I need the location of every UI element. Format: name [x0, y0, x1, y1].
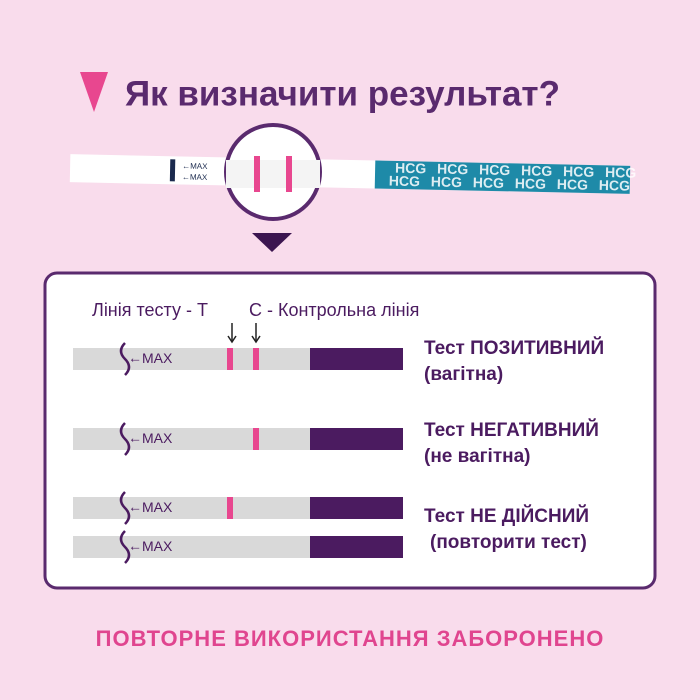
- legend-control: C - Контрольна лінія: [249, 300, 419, 320]
- strip-max: ←MAX: [182, 173, 208, 183]
- result-note: (не вагітна): [424, 446, 531, 467]
- strip-brand: HCG: [521, 162, 553, 179]
- strip-brand: HCG: [557, 176, 589, 193]
- strip-brand: HCG: [563, 163, 595, 180]
- strip-gray: [73, 348, 310, 370]
- strip-brand: HCG: [515, 175, 547, 192]
- result-note: (повторити тест): [430, 532, 587, 553]
- magnified-line: [286, 156, 292, 192]
- pointer: [252, 233, 292, 252]
- test-strip: ←MAX ←MAX HCGHCGHCGHCGHCGHCGHCGHCGHCGHCG…: [69, 154, 637, 194]
- legend-arrows: [227, 323, 261, 344]
- strip-wave: [119, 422, 131, 456]
- strip-brand: HCG: [389, 173, 421, 190]
- strip-max: ←MAX: [128, 350, 173, 366]
- title: Як визначити результат?: [125, 74, 560, 113]
- magnified-line: [254, 156, 260, 192]
- strip-handle: [310, 536, 403, 558]
- strip-handle: [310, 428, 403, 450]
- strip-brand: HCG: [479, 161, 511, 178]
- strip-handle: [374, 160, 631, 194]
- strip-brand: HCG: [395, 160, 427, 177]
- strip-handle: [310, 348, 403, 370]
- strip-gray: [73, 497, 310, 519]
- footer: ПОВТОРНЕ ВИКОРИСТАННЯ ЗАБОРОНЕНО: [96, 626, 605, 651]
- strip-mark: [169, 159, 176, 182]
- result-line: [253, 348, 259, 370]
- magnified-strip: [226, 160, 320, 188]
- strip-gray: [73, 536, 310, 558]
- strip-gray: [73, 428, 310, 450]
- legend-test: Лінія тесту - T: [92, 300, 208, 320]
- result-title: Тест НЕ ДІЙСНИЙ: [424, 505, 589, 527]
- strip-wave: [119, 342, 131, 376]
- result-line: [227, 348, 233, 370]
- strip-wave: [119, 491, 131, 525]
- result-title: Тест ПОЗИТИВНИЙ: [424, 337, 604, 359]
- strip-wave: [119, 530, 131, 564]
- title-icon: [80, 72, 108, 112]
- strip-brand: HCG: [473, 174, 505, 191]
- strip-brand: HCG: [437, 161, 469, 178]
- strip-brand: HCG: [431, 173, 463, 190]
- strip-brand: HCG: [605, 164, 637, 181]
- strip-max: ←MAX: [128, 430, 173, 446]
- strip-handle: [310, 497, 403, 519]
- strip-brand: HCG: [599, 177, 631, 194]
- result-note: (вагітна): [424, 364, 503, 385]
- result-line: [253, 428, 259, 450]
- strip-max: ←MAX: [128, 499, 173, 515]
- result-title: Тест НЕГАТИВНИЙ: [424, 419, 599, 441]
- strip-max: ←MAX: [182, 162, 208, 172]
- strip-max: ←MAX: [128, 538, 173, 554]
- result-line: [227, 497, 233, 519]
